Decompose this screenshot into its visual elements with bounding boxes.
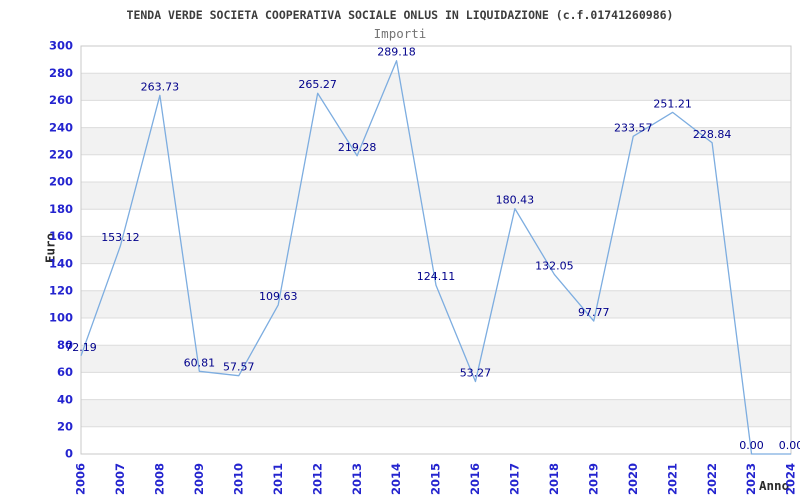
y-tick-label: 0	[65, 447, 73, 461]
x-tick-label: 2020	[626, 463, 640, 495]
point-label: 132.05	[535, 259, 574, 272]
x-tick-label: 2017	[508, 463, 522, 495]
point-label: 57.57	[223, 361, 255, 374]
plot-border	[80, 45, 792, 455]
x-tick-label: 2019	[586, 463, 600, 495]
x-tick-label: 2016	[468, 463, 482, 495]
x-tick-label: 2022	[705, 463, 719, 495]
x-tick-label: 2007	[113, 463, 127, 495]
point-label: 265.27	[298, 78, 337, 91]
y-tick-label: 160	[49, 229, 73, 243]
point-label: 228.84	[693, 128, 732, 141]
x-tick-label: 2023	[744, 463, 758, 495]
x-tick-label: 2012	[310, 463, 324, 495]
point-label: 153.12	[101, 231, 140, 244]
series-line	[80, 60, 791, 455]
point-label: 289.18	[377, 46, 416, 59]
x-tick-label: 2021	[665, 463, 679, 495]
plot-band	[81, 399, 791, 427]
y-tick-label: 60	[57, 365, 73, 379]
y-tick-label: 180	[49, 202, 73, 216]
point-label: 72.19	[65, 341, 97, 354]
x-tick-label: 2006	[74, 463, 88, 495]
point-label: 219.28	[338, 141, 377, 154]
point-label: 97.77	[578, 306, 610, 319]
point-label: 109.63	[259, 290, 298, 303]
x-tick-label: 2009	[192, 463, 206, 495]
chart-title: TENDA VERDE SOCIETA COOPERATIVA SOCIALE …	[126, 8, 674, 22]
chart-subtitle: Importi	[373, 26, 427, 41]
plot-band	[81, 182, 791, 210]
point-label: 0.00	[779, 439, 800, 452]
x-tick-label: 2008	[153, 463, 167, 495]
point-label: 251.21	[653, 97, 692, 110]
plot-band	[81, 73, 791, 101]
y-tick-label: 240	[49, 120, 73, 134]
point-label: 124.11	[417, 270, 456, 283]
y-tick-label: 20	[57, 419, 73, 433]
y-tick-label: 120	[49, 283, 73, 297]
y-tick-label: 220	[49, 147, 73, 161]
x-tick-label: 2011	[271, 463, 285, 495]
y-tick-label: 200	[49, 175, 73, 189]
point-label: 0.00	[739, 439, 764, 452]
point-label: 60.81	[184, 356, 216, 369]
x-tick-label: 2010	[231, 463, 245, 495]
y-tick-label: 260	[49, 93, 73, 107]
plot-band	[81, 290, 791, 318]
plot-band	[81, 236, 791, 264]
x-tick-label: 2024	[784, 463, 798, 495]
point-label: 263.73	[141, 80, 180, 93]
plot-band	[81, 127, 791, 155]
x-tick-label: 2015	[429, 463, 443, 495]
y-tick-label: 100	[49, 311, 73, 325]
x-tick-label: 2013	[350, 463, 364, 495]
y-tick-label: 40	[57, 392, 73, 406]
y-tick-label: 280	[49, 66, 73, 80]
point-label: 180.43	[496, 194, 535, 207]
y-tick-label: 80	[57, 338, 73, 352]
x-tick-label: 2014	[389, 463, 403, 495]
x-tick-label: 2018	[547, 463, 561, 495]
x-axis-title: Anno	[759, 478, 790, 493]
point-label: 53.27	[460, 367, 492, 380]
y-tick-label: 300	[49, 39, 73, 53]
point-label: 233.57	[614, 121, 653, 134]
y-tick-label: 140	[49, 256, 73, 270]
